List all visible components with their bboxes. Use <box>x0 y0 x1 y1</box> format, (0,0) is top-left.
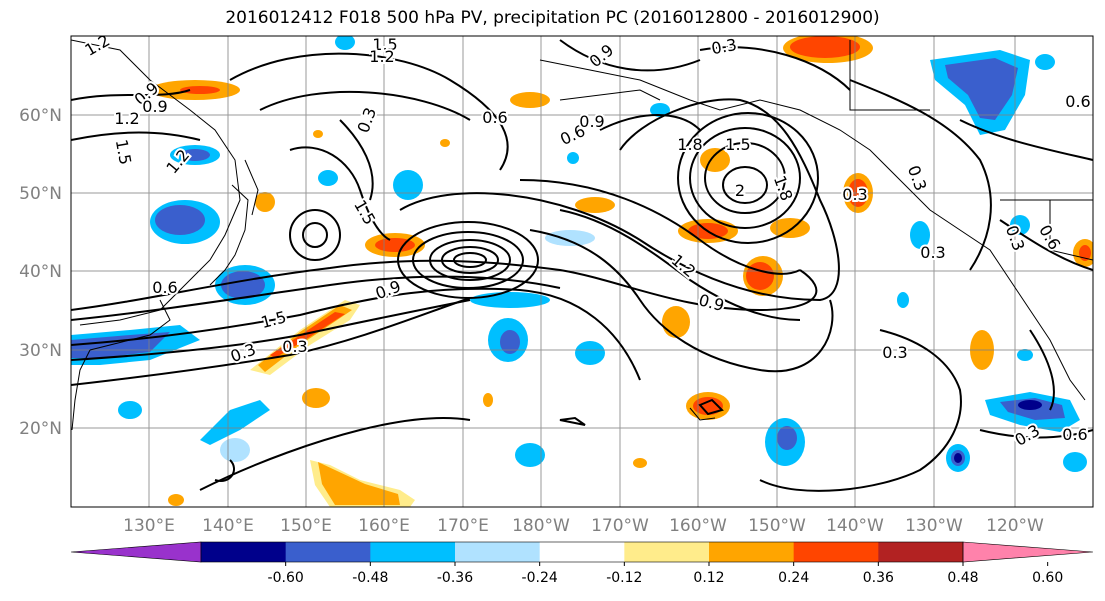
contour-label: 0.9 <box>579 112 604 131</box>
contour-label: 0.6 <box>482 108 507 127</box>
colorbar-segment <box>793 542 879 562</box>
plot-frame <box>70 35 1094 508</box>
contour-label: 0.3 <box>842 185 867 204</box>
contour-label: 1.5 <box>725 135 750 154</box>
lat-label: 30°N <box>19 341 62 361</box>
longitude-labels: 130°E 140°E 150°E 160°E 170°E 180°W 170°W 160°W… <box>123 516 1044 536</box>
colorbar <box>70 541 1094 563</box>
lon-label: 150°E <box>280 516 332 536</box>
contour-label: 0.9 <box>142 97 167 116</box>
latitude-labels: 60°N 50°N 40°N 30°N 20°N <box>19 106 62 439</box>
contour-label: 0.6 <box>152 278 177 297</box>
map-title: 2016012412 F018 500 hPa PV, precipitatio… <box>225 8 880 28</box>
contour-label: 0.3 <box>282 337 307 356</box>
colorbar-tick-label: -0.48 <box>352 570 388 586</box>
lat-label: 20°N <box>19 419 62 439</box>
colorbar-segment <box>370 542 456 562</box>
lon-label: 180°W <box>512 516 570 536</box>
contour-label: 0.6 <box>1065 92 1090 111</box>
colorbar-frame <box>200 541 964 563</box>
colorbar-ticks: -0.60 -0.48 -0.36 -0.24 -0.12 0.12 0.24 0.36 0.4… <box>268 562 1063 586</box>
colorbar-tick-label: 0.60 <box>1032 570 1063 586</box>
lat-label: 40°N <box>19 262 62 282</box>
contour-label: 1.5 <box>372 35 397 54</box>
contour-label: 1.8 <box>677 135 702 154</box>
contour-label: 1.2 <box>114 109 139 128</box>
lon-label: 150°W <box>748 516 806 536</box>
lon-label: 160°E <box>358 516 410 536</box>
colorbar-segment <box>709 542 795 562</box>
colorbar-tick-label: 0.36 <box>863 570 894 586</box>
contour-label: 2 <box>735 181 745 200</box>
colorbar-tick-label: 0.12 <box>693 570 724 586</box>
colorbar-segment <box>624 542 710 562</box>
colorbar-tick-label: -0.24 <box>522 570 558 586</box>
colorbar-tick-label: -0.36 <box>437 570 473 586</box>
colorbar-tick-label: 0.24 <box>778 570 809 586</box>
colorbar-segment <box>285 542 371 562</box>
contour-label: 0.3 <box>710 35 738 58</box>
contour-label: 0.3 <box>920 243 945 262</box>
colorbar-tick-label: -0.12 <box>606 570 642 586</box>
contour-label: 0.3 <box>882 343 907 362</box>
colorbar-segment <box>878 542 964 562</box>
lon-label: 160°W <box>669 516 727 536</box>
colorbar-tick-label: -0.60 <box>268 570 304 586</box>
colorbar-segment <box>201 542 287 562</box>
colorbar-extend-max <box>962 541 1094 563</box>
lon-label: 130°W <box>905 516 963 536</box>
colorbar-segment <box>539 542 625 562</box>
lon-label: 140°W <box>826 516 884 536</box>
lon-label: 120°W <box>986 516 1044 536</box>
colorbar-segment <box>455 542 541 562</box>
negative-precip-areas <box>71 36 1087 472</box>
lon-label: 130°E <box>123 516 175 536</box>
contour-label: 1.2 <box>369 47 394 66</box>
colorbar-tick-label: 0.48 <box>947 570 978 586</box>
lat-label: 60°N <box>19 106 62 126</box>
graticule <box>71 36 1093 507</box>
lon-label: 170°W <box>591 516 649 536</box>
colorbar-extend-min <box>70 541 202 563</box>
lon-label: 170°E <box>437 516 489 536</box>
lon-label: 140°E <box>202 516 254 536</box>
pv-contours <box>71 39 1093 492</box>
lat-label: 50°N <box>19 184 62 204</box>
contour-label: 0.6 <box>1062 425 1087 444</box>
